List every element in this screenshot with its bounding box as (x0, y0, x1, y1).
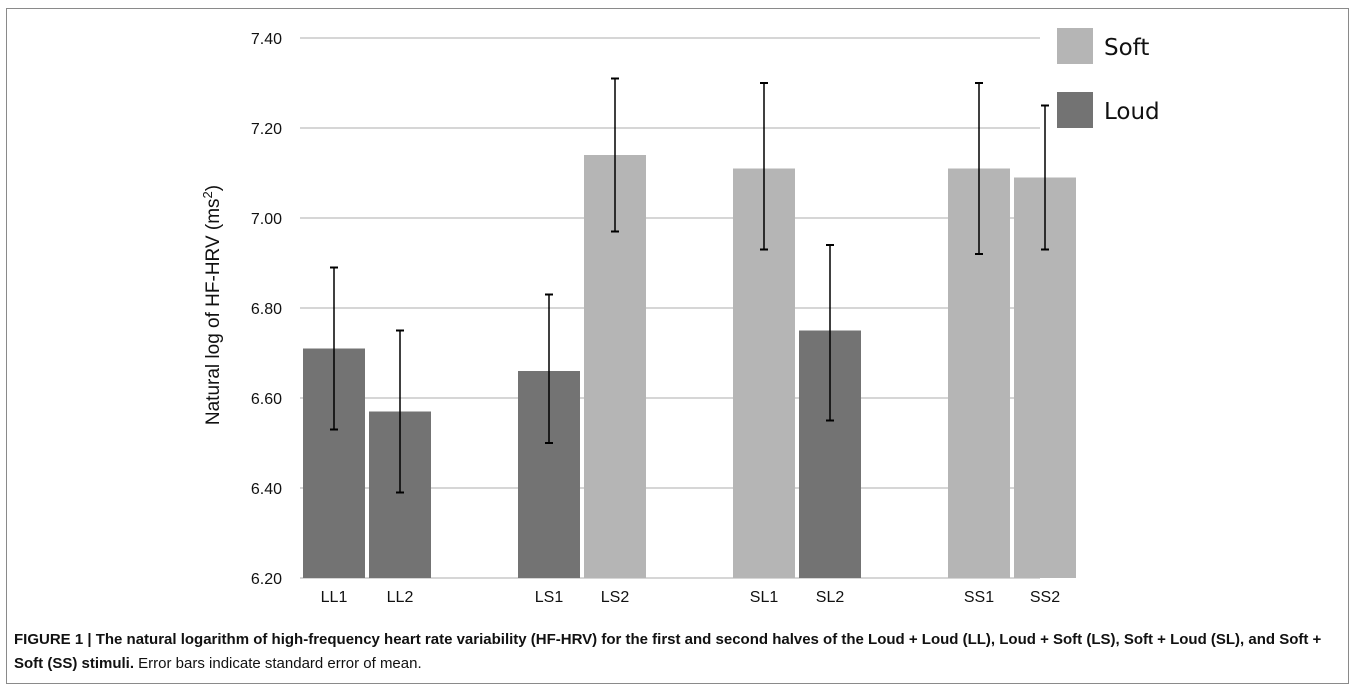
legend-swatch-loud (1057, 92, 1093, 128)
y-tick-label: 6.20 (251, 571, 282, 588)
y-tick-label: 6.60 (251, 391, 282, 408)
y-tick-label: 6.80 (251, 301, 282, 318)
x-tick-labels: LL1 LL2 LS1 LS2 SL1 SL2 SS1 SS2 (321, 589, 1061, 606)
x-tick-label-ls2: LS2 (601, 589, 630, 606)
x-tick-label-ls1: LS1 (535, 589, 564, 606)
x-tick-label-sl1: SL1 (750, 589, 779, 606)
x-tick-label-ll2: LL2 (387, 589, 414, 606)
y-tick-label: 6.40 (251, 481, 282, 498)
legend-swatch-soft (1057, 28, 1093, 64)
x-tick-label-ll1: LL1 (321, 589, 348, 606)
y-tick-labels: 6.20 6.40 6.60 6.80 7.00 7.20 7.40 (251, 31, 282, 588)
caption-normal: Error bars indicate standard error of me… (134, 655, 422, 672)
legend: Soft Loud (1057, 28, 1160, 128)
figure-frame (6, 8, 1349, 684)
y-axis-title-superscript: 2 (200, 191, 215, 198)
x-tick-label-ss2: SS2 (1030, 589, 1060, 606)
y-axis-title: Natural log of HF-HRV (ms2) (200, 185, 224, 425)
x-tick-label-sl2: SL2 (816, 589, 845, 606)
bar-chart: 6.20 6.40 6.60 6.80 7.00 7.20 7.40 LL1 LL2 LS1 LS… (200, 28, 1160, 606)
x-tick-label-ss1: SS1 (964, 589, 994, 606)
figure-caption: FIGURE 1 | The natural logarithm of high… (14, 628, 1334, 676)
y-tick-label: 7.00 (251, 211, 282, 228)
error-bars (330, 77, 1049, 494)
legend-label-soft: Soft (1104, 35, 1149, 61)
caption-bold: FIGURE 1 | The natural logarithm of high… (14, 631, 1322, 672)
y-tick-label: 7.40 (251, 31, 282, 48)
y-tick-label: 7.20 (251, 121, 282, 138)
y-axis-title-close: ) (203, 185, 224, 191)
y-axis-title-main: Natural log of HF-HRV (ms (203, 198, 224, 425)
legend-label-loud: Loud (1104, 99, 1160, 125)
